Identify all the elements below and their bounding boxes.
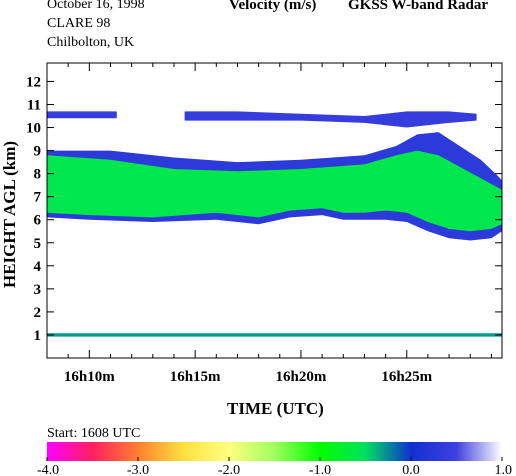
y-tick-label: 3	[34, 282, 42, 298]
colorbar: -4.0 -3.0 -2.0 -1.0 0.0 1.0	[37, 442, 512, 476]
colorbar-tick-label: -1.0	[309, 463, 331, 476]
y-tick-label: 6	[34, 213, 42, 229]
colorbar-tick-label: -4.0	[37, 463, 59, 476]
campaign-label: CLARE 98	[47, 16, 111, 31]
colorbar-tick-label: -2.0	[218, 463, 240, 476]
y-tick-label: 4	[34, 259, 42, 275]
x-tick-label: 16h25m	[381, 369, 432, 385]
y-tick-label: 9	[34, 144, 42, 160]
x-tick-label: 16h10m	[64, 369, 115, 385]
y-tick-label: 11	[27, 97, 41, 113]
chart-title: Velocity (m/s)	[229, 0, 317, 13]
y-tick-label: 8	[34, 167, 42, 183]
date-label: October 16, 1998	[47, 0, 145, 12]
y-tick-label: 1	[34, 328, 42, 344]
y-tick-label: 2	[34, 305, 42, 321]
start-time-label: Start: 1608 UTC	[47, 426, 141, 441]
colorbar-bar	[47, 442, 502, 461]
x-ticks: 16h10m 16h15m 16h20m 16h25m	[46, 63, 492, 385]
x-tick-label: 16h15m	[170, 369, 221, 385]
cloud-layer-1	[47, 150, 502, 232]
cloud-layer-4	[47, 333, 502, 337]
plot-frame	[46, 62, 503, 359]
cloud-layer-3	[47, 111, 117, 119]
y-tick-label: 12	[26, 74, 41, 90]
location-label: Chilbolton, UK	[47, 35, 135, 50]
colorbar-tick-label: -3.0	[127, 463, 149, 476]
y-tick-label: 7	[34, 190, 42, 206]
plot-layers	[47, 111, 502, 337]
colorbar-tick-label: 0.0	[402, 463, 420, 476]
instrument-title: GKSS W-band Radar	[348, 0, 489, 13]
y-tick-label: 10	[26, 121, 41, 137]
cloud-layer-2	[184, 111, 477, 128]
x-axis-label: TIME (UTC)	[227, 399, 324, 418]
y-tick-label: 5	[34, 236, 42, 252]
x-tick-label: 16h20m	[276, 369, 327, 385]
colorbar-tick-label: 1.0	[495, 463, 513, 476]
